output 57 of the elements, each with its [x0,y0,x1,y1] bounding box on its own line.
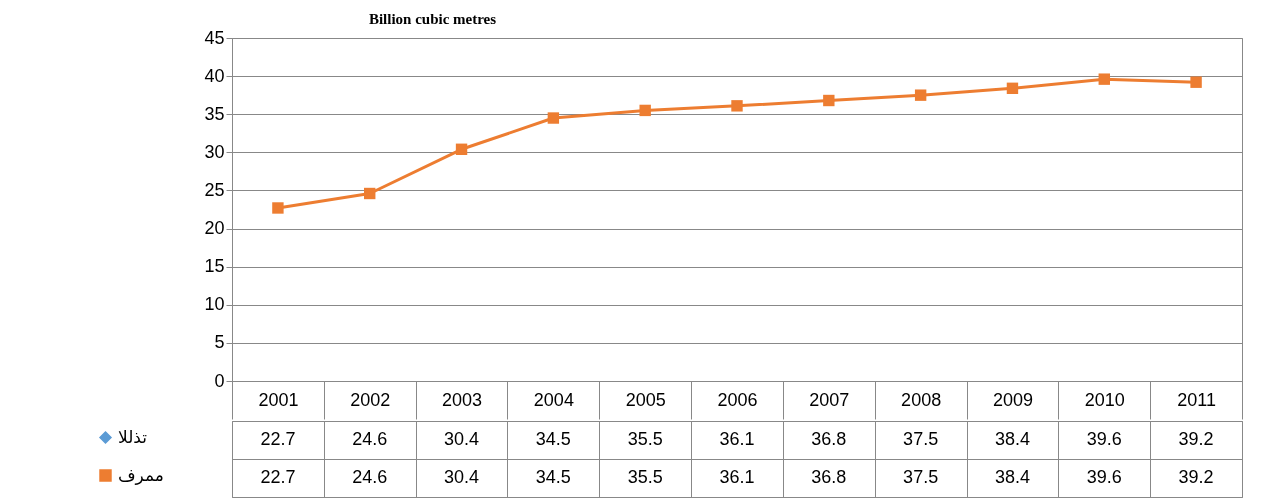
point [455,143,468,155]
point [914,89,927,101]
legend-label: تذللا [118,426,148,447]
data-label: 24.6 [352,467,388,487]
y-tick-label: 5 [214,332,225,353]
text: 35.5 [627,429,663,449]
text: 39.2 [1178,429,1214,449]
text: 38.4 [994,429,1030,449]
point [1098,73,1110,85]
data-label: 30.4 [444,467,480,487]
text: 39.6 [1086,429,1122,449]
point [272,202,284,214]
x-tick-label: 2011 [1177,389,1216,410]
data-label: 36.8 [811,467,847,487]
x-tick-label: 2006 [717,389,758,410]
data-label: 39.2 [1178,467,1214,487]
x-tick-label: 2003 [442,389,483,410]
point [823,94,835,107]
text: 36.8 [811,429,847,449]
legend-label: ممرف [118,464,164,485]
x-tick-label: 2004 [533,389,574,410]
y-tick-label: 35 [204,103,225,124]
y-tick-label: 25 [204,179,225,200]
data-label: 22.7 [260,467,296,487]
data-label: 35.5 [627,467,663,487]
point [1190,76,1202,88]
text: 24.6 [352,429,388,449]
y-axis-title: Billion cubic metres [368,10,497,27]
text: 30.4 [444,429,480,449]
y-tick-label: 15 [204,256,225,277]
text: 22.7 [260,429,296,449]
y-tick-label: 20 [204,218,225,239]
y-tick-label: 45 [204,27,225,48]
x-tick-label: 2010 [1084,389,1125,410]
data-label: 34.5 [535,467,571,487]
x-tick-label: 2008 [901,389,942,410]
x-tick-label: 2001 [258,389,299,410]
point [639,104,651,117]
x-tick-label: 2009 [992,389,1033,410]
x-tick-label: 2005 [625,389,666,410]
text: 36.1 [719,429,755,449]
y-tick-label: 0 [214,370,225,391]
text: 37.5 [903,429,939,449]
x-tick-label: 2007 [809,389,850,410]
y-tick-label: 30 [204,141,225,162]
point [547,112,560,124]
text: 34.5 [535,429,571,449]
point [731,100,743,112]
y-tick-label: 10 [204,294,225,315]
x-tick-label: 2002 [350,389,391,410]
data-label: 36.1 [719,467,755,487]
y-tick-label: 40 [204,65,225,86]
data-label: 38.4 [994,467,1030,487]
point [364,187,376,200]
data-label: 37.5 [903,467,939,487]
point [1006,82,1019,95]
data-label: 39.6 [1086,467,1122,487]
